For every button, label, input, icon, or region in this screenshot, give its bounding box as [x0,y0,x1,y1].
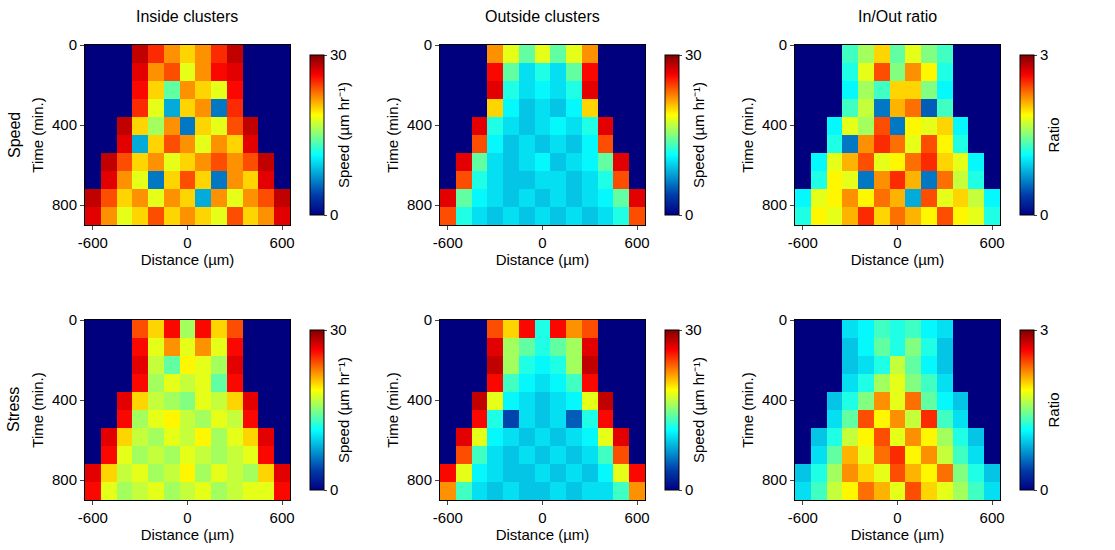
svg-text:Time (min.): Time (min.) [384,372,401,447]
svg-text:Distance (µm): Distance (µm) [141,526,235,543]
svg-text:0: 0 [893,509,901,526]
svg-text:800: 800 [762,196,787,213]
svg-text:0: 0 [1040,206,1048,223]
svg-text:-600: -600 [433,509,463,526]
svg-text:-600: -600 [433,234,463,251]
svg-text:30: 30 [685,321,702,338]
svg-text:0: 0 [183,509,191,526]
svg-text:0: 0 [538,509,546,526]
svg-text:3: 3 [1040,46,1048,63]
svg-text:Speed (µm hr⁻¹): Speed (µm hr⁻¹) [335,357,352,463]
svg-text:Distance (µm): Distance (µm) [496,251,590,268]
svg-text:400: 400 [762,391,787,408]
svg-text:-600: -600 [78,234,108,251]
svg-text:0: 0 [1040,481,1048,498]
svg-text:600: 600 [980,234,1005,251]
svg-text:Speed (µm hr⁻¹): Speed (µm hr⁻¹) [690,82,707,188]
svg-text:400: 400 [52,391,77,408]
svg-text:400: 400 [407,116,432,133]
svg-text:In/Out ratio: In/Out ratio [858,8,937,25]
svg-text:30: 30 [330,46,347,63]
svg-text:30: 30 [685,46,702,63]
svg-text:Time (min.): Time (min.) [739,372,756,447]
svg-text:-600: -600 [788,234,818,251]
svg-text:0: 0 [685,481,693,498]
svg-text:Distance (µm): Distance (µm) [851,251,945,268]
svg-text:0: 0 [685,206,693,223]
svg-text:800: 800 [407,196,432,213]
svg-text:-600: -600 [78,509,108,526]
svg-text:Time (min.): Time (min.) [739,97,756,172]
svg-text:Ratio: Ratio [1045,392,1062,427]
svg-text:600: 600 [980,509,1005,526]
svg-text:0: 0 [330,206,338,223]
svg-text:600: 600 [270,509,295,526]
svg-text:400: 400 [762,116,787,133]
svg-text:0: 0 [330,481,338,498]
svg-text:0: 0 [69,311,77,328]
svg-text:400: 400 [52,116,77,133]
svg-text:600: 600 [625,509,650,526]
svg-text:Inside clusters: Inside clusters [136,8,238,25]
svg-text:0: 0 [779,311,787,328]
svg-text:800: 800 [52,196,77,213]
svg-text:0: 0 [779,36,787,53]
svg-text:Speed (µm hr⁻¹): Speed (µm hr⁻¹) [335,82,352,188]
svg-text:Time (min.): Time (min.) [384,97,401,172]
svg-text:0: 0 [183,234,191,251]
svg-text:-600: -600 [788,509,818,526]
svg-text:800: 800 [52,471,77,488]
svg-text:0: 0 [424,311,432,328]
svg-text:400: 400 [407,391,432,408]
svg-text:600: 600 [270,234,295,251]
svg-text:Ratio: Ratio [1045,117,1062,152]
svg-text:800: 800 [762,471,787,488]
svg-text:Time (min.): Time (min.) [29,97,46,172]
svg-text:Stress: Stress [5,387,22,432]
svg-text:Time (min.): Time (min.) [29,372,46,447]
svg-text:600: 600 [625,234,650,251]
svg-text:0: 0 [69,36,77,53]
svg-text:800: 800 [407,471,432,488]
svg-text:0: 0 [538,234,546,251]
svg-text:Distance (µm): Distance (µm) [496,526,590,543]
svg-text:Distance (µm): Distance (µm) [851,526,945,543]
svg-text:0: 0 [424,36,432,53]
svg-text:Distance (µm): Distance (µm) [141,251,235,268]
svg-text:30: 30 [330,321,347,338]
svg-text:3: 3 [1040,321,1048,338]
svg-text:Speed: Speed [6,112,23,158]
svg-text:Speed (µm hr⁻¹): Speed (µm hr⁻¹) [690,357,707,463]
svg-text:Outside clusters: Outside clusters [485,8,600,25]
svg-text:0: 0 [893,234,901,251]
